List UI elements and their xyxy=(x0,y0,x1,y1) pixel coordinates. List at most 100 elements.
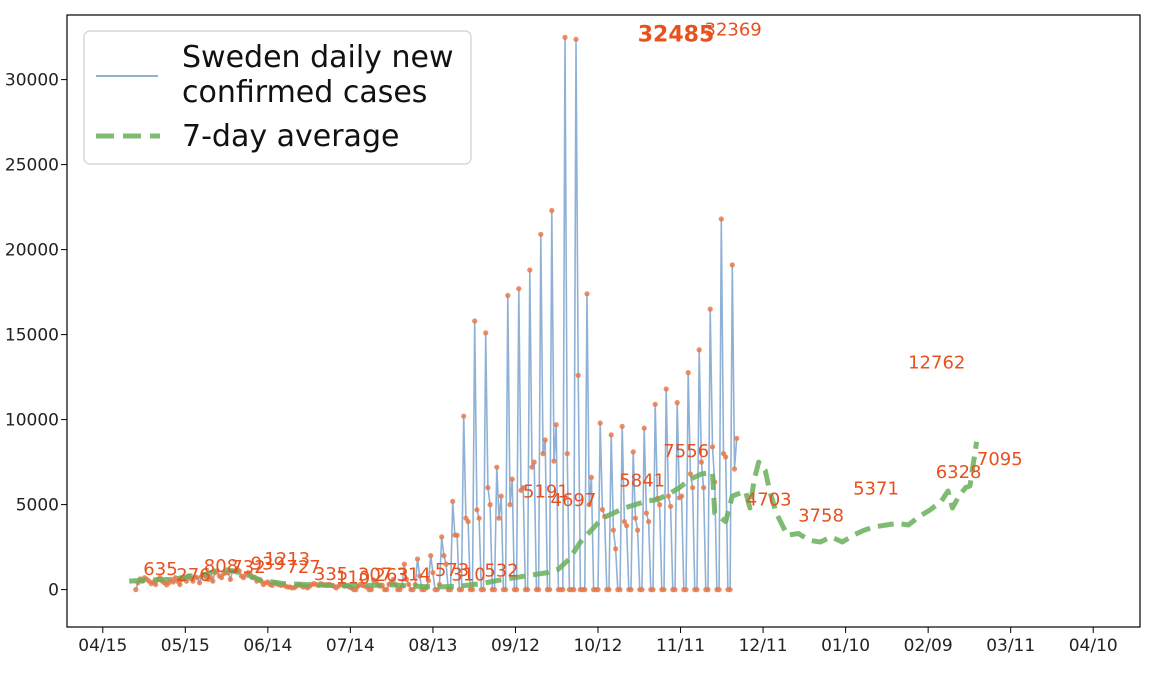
point-annotation: 573 xyxy=(435,560,469,581)
daily-cases-point xyxy=(474,507,480,513)
daily-cases-point xyxy=(547,587,553,593)
daily-cases-point xyxy=(210,578,216,584)
daily-cases-point xyxy=(731,466,738,472)
point-annotation: 5841 xyxy=(619,470,665,491)
daily-cases-point xyxy=(465,519,471,525)
daily-cases-point xyxy=(687,471,694,477)
x-tick-label: 10/12 xyxy=(573,636,622,656)
point-annotation: 532 xyxy=(484,561,518,582)
daily-cases-point xyxy=(536,587,542,593)
x-tick-label: 06/14 xyxy=(243,636,292,656)
daily-cases-point xyxy=(685,370,691,376)
daily-cases-point xyxy=(729,262,735,268)
daily-cases-point xyxy=(494,464,500,470)
daily-cases-point xyxy=(584,291,590,297)
x-tick-label: 07/14 xyxy=(326,636,375,656)
daily-cases-point xyxy=(705,587,711,593)
daily-cases-point xyxy=(643,510,650,516)
x-tick-label: 12/11 xyxy=(739,636,788,656)
daily-cases-point xyxy=(586,502,592,508)
point-annotation: 314 xyxy=(396,564,430,585)
daily-cases-point xyxy=(491,587,498,593)
daily-cases-point xyxy=(450,498,456,504)
daily-cases-point xyxy=(527,267,533,273)
daily-cases-point xyxy=(610,527,617,533)
y-tick-label: 25000 xyxy=(5,156,59,176)
daily-cases-point xyxy=(390,576,396,583)
average-series xyxy=(129,441,980,590)
daily-cases-point xyxy=(639,587,645,593)
y-tick-label: 5000 xyxy=(16,496,59,516)
daily-cases-point xyxy=(476,515,482,521)
daily-cases-point xyxy=(403,576,410,583)
daily-cases-point xyxy=(170,579,176,585)
daily-cases-point xyxy=(430,570,436,576)
point-annotation: 808 xyxy=(204,556,238,577)
y-tick-label: 10000 xyxy=(5,411,59,431)
daily-cases-point xyxy=(674,400,680,406)
daily-cases-point xyxy=(487,502,493,508)
daily-cases-point xyxy=(608,432,614,438)
daily-cases-point xyxy=(646,519,652,525)
daily-cases-point xyxy=(595,587,601,593)
daily-cases-point xyxy=(661,587,667,593)
daily-cases-point xyxy=(650,587,656,593)
daily-cases-point xyxy=(734,435,740,441)
point-annotation: 4703 xyxy=(746,490,792,511)
daily-cases-point xyxy=(727,587,733,593)
daily-cases-point xyxy=(562,34,568,41)
point-annotation: 110 xyxy=(336,568,370,589)
daily-cases-point xyxy=(635,527,641,533)
point-annotation: 5371 xyxy=(853,478,899,499)
daily-cases-point xyxy=(469,587,476,593)
daily-cases-point xyxy=(652,401,658,407)
point-annotation: 7095 xyxy=(977,449,1023,470)
daily-cases-point xyxy=(480,587,487,593)
daily-cases-point xyxy=(133,587,139,593)
point-annotation: 5191 xyxy=(523,481,569,502)
daily-cases-point xyxy=(716,587,722,593)
point-annotation: 732 xyxy=(231,557,265,578)
daily-cases-point xyxy=(575,372,581,378)
daily-cases-point xyxy=(485,485,491,491)
daily-cases-point xyxy=(417,573,423,579)
y-tick-label: 20000 xyxy=(5,241,59,261)
point-annotation: 310 xyxy=(451,564,485,585)
x-axis-ticks: 04/15 05/15 06/14 07/14 08/13 09/12 10/12 11/11… xyxy=(78,627,1118,656)
x-tick-label: 02/09 xyxy=(904,636,953,656)
legend-average-label: 7-day average xyxy=(182,119,399,154)
daily-cases-point xyxy=(542,437,548,443)
point-annotation: 635 xyxy=(143,559,177,580)
point-annotation: 1213 xyxy=(264,549,310,570)
daily-cases-point xyxy=(707,306,713,312)
daily-cases-point xyxy=(624,523,630,529)
daily-cases-point xyxy=(630,449,636,455)
point-annotation: 276 xyxy=(176,565,210,586)
daily-cases-point xyxy=(628,587,634,593)
daily-cases-point xyxy=(582,587,588,593)
y-tick-label: 0 xyxy=(48,581,59,601)
daily-cases-point xyxy=(454,532,460,538)
x-tick-label: 05/15 xyxy=(161,636,210,656)
daily-cases-point xyxy=(599,507,606,513)
daily-cases-point xyxy=(696,347,702,353)
daily-cases-point xyxy=(606,587,612,593)
daily-cases-point xyxy=(560,587,566,593)
daily-cases-point xyxy=(619,423,625,429)
daily-cases-point xyxy=(564,451,570,457)
daily-cases-point xyxy=(461,413,467,419)
daily-cases-point xyxy=(190,578,196,584)
legend: Sweden daily new confirmed cases 7-day a… xyxy=(83,30,472,165)
daily-cases-point xyxy=(573,36,579,42)
daily-cases-point xyxy=(227,576,233,583)
daily-cases-point xyxy=(723,454,729,460)
daily-cases-point xyxy=(694,587,700,593)
x-tick-label: 09/12 xyxy=(491,636,540,656)
daily-cases-point xyxy=(208,574,214,580)
daily-cases-point xyxy=(597,420,603,426)
daily-cases-point xyxy=(657,502,663,508)
daily-cases-point xyxy=(665,493,672,499)
daily-cases-point xyxy=(663,386,669,392)
